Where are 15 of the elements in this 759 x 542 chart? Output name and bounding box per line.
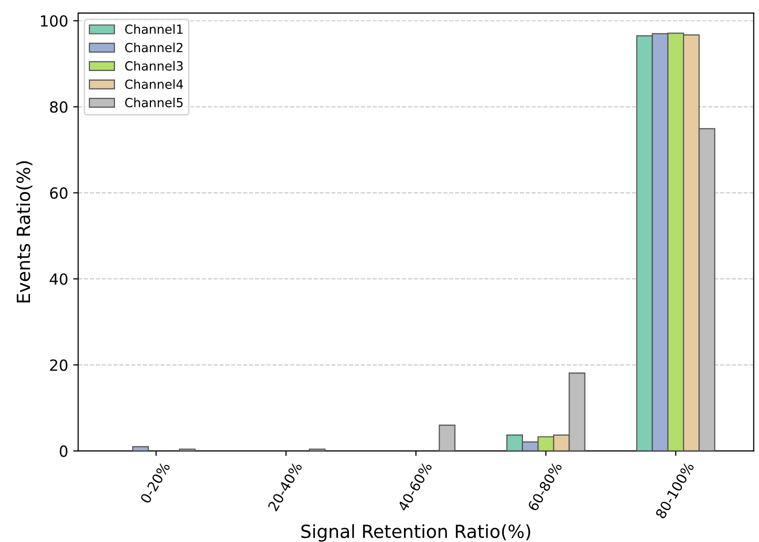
legend-label: Channel2 — [125, 42, 182, 52]
y-tick-label: 80 — [50, 101, 68, 113]
legend-label: Channel5 — [125, 98, 183, 108]
y-tick-label: 100 — [40, 15, 68, 27]
legend-label: Channel3 — [125, 60, 183, 71]
x-axis-title: Signal Retention Ratio(%) — [301, 524, 530, 542]
y-tick-label: 60 — [50, 187, 68, 199]
y-axis-title: Events Ratio(%) — [16, 161, 32, 302]
legend-label: Channel4 — [125, 79, 183, 89]
y-tick-label: 0 — [60, 445, 68, 457]
bar — [438, 424, 456, 451]
y-tick-label: 40 — [50, 273, 68, 285]
bar — [132, 446, 149, 451]
y-tick-label: 20 — [50, 359, 68, 371]
legend-label: Channel1 — [125, 24, 183, 34]
